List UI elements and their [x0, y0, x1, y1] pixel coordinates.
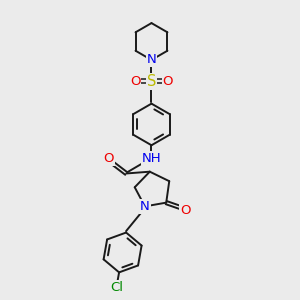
Text: NH: NH	[142, 152, 161, 165]
Text: N: N	[147, 53, 156, 66]
Text: S: S	[147, 74, 156, 89]
Text: O: O	[103, 152, 114, 165]
Text: Cl: Cl	[110, 281, 124, 294]
Text: N: N	[140, 200, 150, 213]
Text: O: O	[180, 205, 190, 218]
Text: O: O	[163, 75, 173, 88]
Text: O: O	[130, 75, 140, 88]
